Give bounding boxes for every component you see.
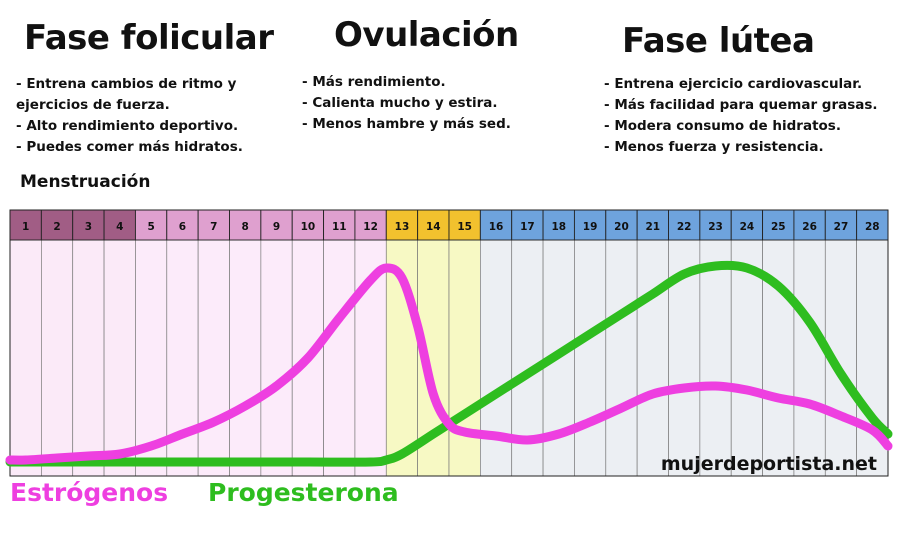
- bullet-list-follicular: Entrena cambios de ritmo y ejercicios de…: [16, 74, 243, 158]
- day-header-cell: [323, 209, 356, 241]
- phase-title-follicular: Fase folicular: [24, 18, 274, 58]
- bullet-list-luteal: Entrena ejercicio cardiovascular. Más fa…: [604, 74, 878, 158]
- day-label: 10: [301, 221, 316, 233]
- day-header-cell: [668, 209, 701, 241]
- day-header-cell: [762, 209, 795, 241]
- day-header-cell: [699, 209, 732, 241]
- day-column: [323, 239, 356, 477]
- day-header-cell: [511, 209, 544, 241]
- day-label: 25: [771, 221, 786, 233]
- bullet-item: Modera consumo de hidratos.: [604, 116, 878, 137]
- day-header-cell: [9, 209, 42, 241]
- day-column: [197, 239, 230, 477]
- phase-title-ovulation: Ovulación: [334, 15, 519, 55]
- day-header-cell: [260, 209, 293, 241]
- day-label: 4: [116, 221, 123, 233]
- day-header-cell: [542, 209, 575, 241]
- day-label: 23: [708, 221, 723, 233]
- bullet-item: ejercicios de fuerza.: [16, 97, 170, 113]
- menstruation-label: Menstruación: [20, 172, 151, 192]
- day-label: 6: [179, 221, 186, 233]
- day-label: 19: [583, 221, 598, 233]
- bullet-item: Más rendimiento.: [302, 72, 511, 93]
- day-header-cell: [824, 209, 858, 241]
- day-header-row: 1 2 3 4 5 6 7 8 9 10 11 12 13 14 15 16 17 18 19 20 21 22 23 24 2…: [9, 209, 889, 477]
- day-label: 1: [22, 221, 29, 233]
- day-column: [636, 239, 669, 477]
- day-label: 20: [614, 221, 629, 233]
- day-label: 3: [85, 221, 92, 233]
- day-label: 26: [802, 221, 817, 233]
- day-label: 28: [865, 221, 880, 233]
- day-header-cell: [636, 209, 669, 241]
- bullet-item: Entrena ejercicio cardiovascular.: [604, 74, 878, 95]
- day-label: 17: [520, 221, 535, 233]
- day-label: 22: [677, 221, 692, 233]
- day-label: 14: [426, 221, 441, 233]
- day-column: [605, 239, 638, 477]
- day-column: [41, 239, 74, 477]
- day-label: 2: [53, 221, 60, 233]
- estrogen-line: [5, 263, 893, 465]
- day-column: [72, 239, 105, 477]
- day-label: 15: [457, 221, 472, 233]
- day-label: 5: [147, 221, 154, 233]
- watermark: mujerdeportista.net: [661, 453, 877, 475]
- bullet-item: Alto rendimiento deportivo.: [16, 116, 243, 137]
- day-label: 13: [395, 221, 410, 233]
- day-column: [574, 239, 607, 477]
- day-column: [793, 239, 826, 477]
- day-label: 7: [210, 221, 217, 233]
- day-label: 24: [740, 221, 755, 233]
- day-column: [103, 239, 136, 477]
- day-column: [9, 239, 42, 477]
- day-column: [699, 239, 732, 477]
- day-header-cell: [417, 209, 450, 241]
- chart-lines: [5, 260, 893, 467]
- day-header-cell: [354, 209, 387, 241]
- day-label: 21: [646, 221, 661, 233]
- day-label: 16: [489, 221, 504, 233]
- day-column: [260, 239, 293, 477]
- legend-label-progesterone: Progesterona: [208, 478, 399, 507]
- day-label: 18: [551, 221, 566, 233]
- chart-frame: [9, 209, 889, 477]
- progesterone-line: [5, 260, 893, 467]
- bullet-item: Puedes comer más hidratos.: [16, 137, 243, 158]
- day-label: 9: [273, 221, 280, 233]
- bullet-item: Menos hambre y más sed.: [302, 114, 511, 135]
- bullet-item: Más facilidad para quemar grasas.: [604, 95, 877, 116]
- day-header-cell: [793, 209, 826, 241]
- bullet-list-ovulation: Más rendimiento. Calienta mucho y estira…: [302, 72, 511, 135]
- day-column: [229, 239, 262, 477]
- day-label: 8: [242, 221, 249, 233]
- bullet-item: Entrena cambios de ritmo y: [16, 74, 243, 95]
- phase-title-luteal: Fase lútea: [622, 21, 815, 61]
- bullet-item: Calienta mucho y estira.: [302, 93, 511, 114]
- day-header-cell: [479, 209, 513, 241]
- day-label: 11: [332, 221, 347, 233]
- bullet-item: Menos fuerza y resistencia.: [604, 137, 878, 158]
- day-column: [448, 239, 481, 477]
- day-label: 27: [834, 221, 849, 233]
- day-label: 12: [363, 221, 378, 233]
- legend-label-estrogen: Estrógenos: [10, 478, 169, 507]
